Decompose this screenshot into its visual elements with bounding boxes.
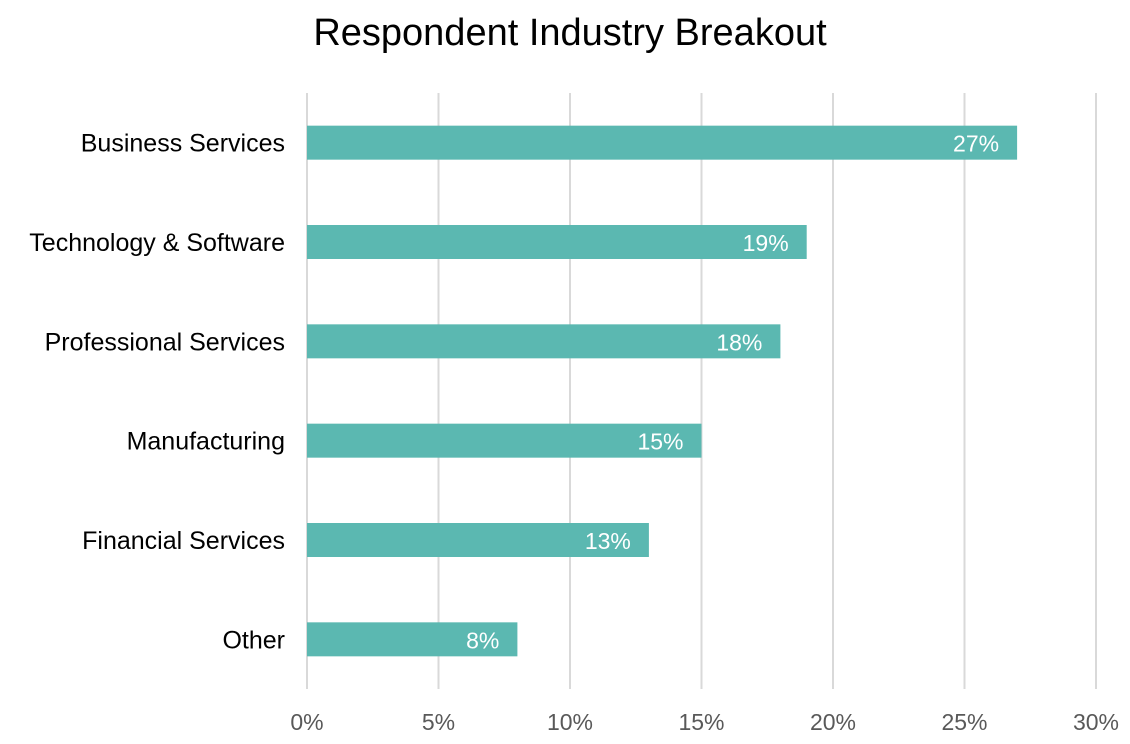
category-label-0: Business Services <box>81 130 285 158</box>
bar-3 <box>307 423 702 458</box>
x-tick-label-1: 5% <box>422 709 455 735</box>
data-labels: 27% 19% 18% 15% 13% 8% <box>466 131 999 654</box>
x-tick-label-6: 30% <box>1073 709 1119 735</box>
category-label-5: Other <box>222 626 285 654</box>
data-label-5: 8% <box>466 627 499 653</box>
data-label-3: 15% <box>637 429 683 455</box>
bar-4 <box>307 523 649 557</box>
category-label-4: Financial Services <box>82 527 285 555</box>
category-label-2: Professional Services <box>45 328 285 356</box>
data-label-0: 27% <box>953 131 999 157</box>
gridlines <box>306 93 1097 689</box>
bar-1 <box>307 225 807 259</box>
category-label-1: Technology & Software <box>29 229 285 257</box>
x-tick-label-3: 15% <box>678 709 724 735</box>
x-tick-label-0: 0% <box>290 709 323 735</box>
x-tick-label-4: 20% <box>810 709 856 735</box>
data-label-4: 13% <box>585 528 631 554</box>
bars <box>307 125 1018 657</box>
bar-0 <box>307 125 1018 160</box>
chart-title: Respondent Industry Breakout <box>313 12 827 54</box>
data-label-1: 19% <box>743 230 789 256</box>
x-tick-label-5: 25% <box>941 709 987 735</box>
category-labels: Business Services Technology & Software Pr… <box>29 130 285 655</box>
bar-5 <box>307 622 518 657</box>
x-tick-label-2: 10% <box>547 709 593 735</box>
bar-2 <box>307 324 781 359</box>
category-label-3: Manufacturing <box>127 428 285 456</box>
data-label-2: 18% <box>716 329 762 355</box>
x-axis-tick-labels: 0% 5% 10% 15% 20% 25% 30% <box>290 709 1119 735</box>
